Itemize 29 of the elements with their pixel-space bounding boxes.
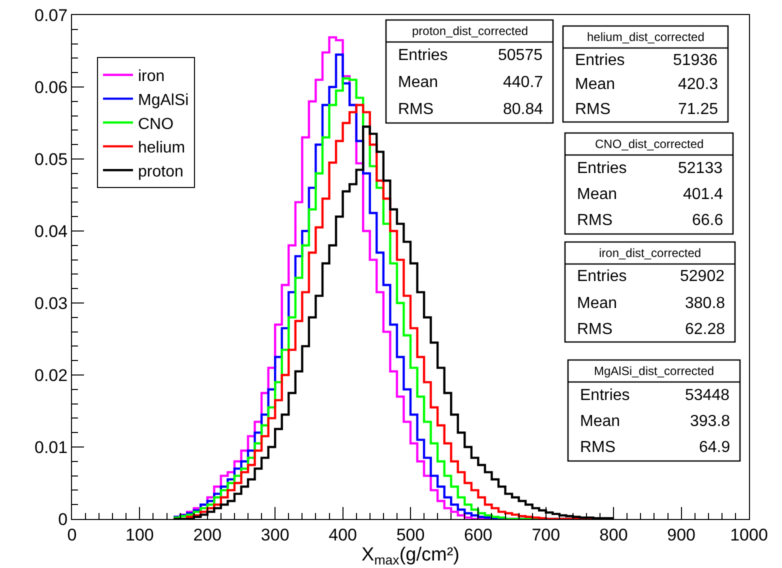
text: MgAlSi_dist_corrected Entries 53448 Mean 393.8 RMS 64.9 <box>580 364 730 456</box>
x-tick-label: 800 <box>599 525 628 544</box>
x-tick-label: 100 <box>126 525 154 544</box>
y-tick-label: 0.03 <box>34 294 68 313</box>
y-tick-label: 0.02 <box>34 366 68 385</box>
text: helium_dist_corrected Entries 51936 Mean 420.3 RMS 71.25 <box>575 30 718 118</box>
x-tick-label: 700 <box>532 525 560 544</box>
x-tick-label: 900 <box>667 525 696 544</box>
legend-label: helium <box>138 140 186 157</box>
text: CNO_dist_corrected Entries 52133 Mean 401.4 RMS 66.6 <box>577 137 724 229</box>
legend-label: CNO <box>138 116 174 133</box>
x-tick-label: 500 <box>396 525 425 544</box>
x-tick-label: 1000 <box>730 525 768 544</box>
y-tick-label: 0 <box>58 510 68 529</box>
text: proton_dist_corrected Entries 50575 Mean 440.7 RMS 80.84 <box>398 24 544 118</box>
x-tick-label: 600 <box>464 525 492 544</box>
y-tick-label: 0.01 <box>34 438 68 457</box>
x-tick-label: 300 <box>260 525 290 544</box>
text: iron_dist_corrected Entries 52902 Mean 380.8 RMS 62.28 <box>577 246 726 338</box>
x-tick-label: 400 <box>328 525 357 544</box>
y-tick-label: 0.04 <box>34 222 68 241</box>
x-tick-label: 200 <box>193 525 222 544</box>
legend-label: iron <box>138 68 165 86</box>
legend-label: proton <box>138 163 184 180</box>
legend-label: MgAlSi <box>138 92 189 109</box>
x-axis-title: X$_{max}$(g/cm²) <box>362 544 460 568</box>
y-tick-label: 0.05 <box>34 150 68 169</box>
y-tick-label: 0.06 <box>34 78 68 97</box>
y-tick-label: 0.07 <box>34 6 68 25</box>
